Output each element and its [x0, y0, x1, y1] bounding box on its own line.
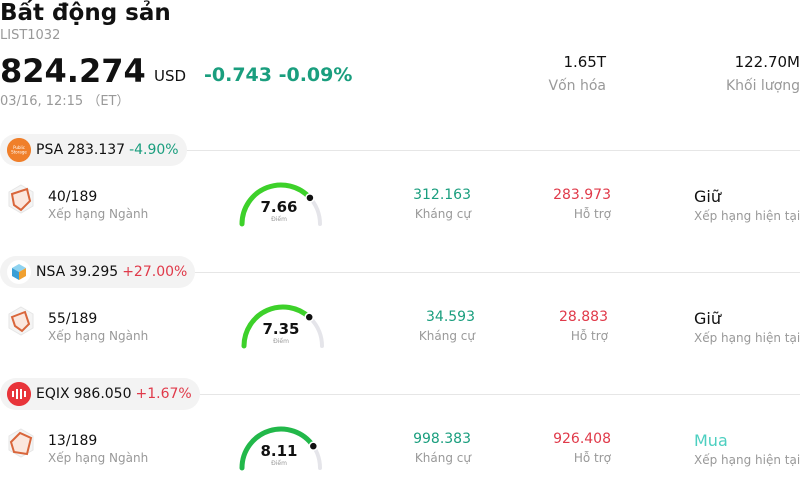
industry-rank-label: Xếp hạng Ngành [48, 451, 149, 465]
industry-rank-label: Xếp hạng Ngành [48, 329, 149, 343]
support-value: 283.973 [553, 187, 611, 203]
volume-value: 122.70M [734, 53, 800, 71]
industry-rank: 13/189 [48, 433, 98, 449]
support-label: Hỗ trợ [570, 329, 608, 343]
gauge-arc [241, 304, 324, 349]
industry-rank-label: Xếp hạng Ngành [48, 207, 149, 221]
volume-label: Khối lượng [725, 78, 800, 94]
stock-chip-nsa[interactable]: NSA 39.295 +27.00% [0, 256, 196, 288]
resistance-value: 998.383 [413, 431, 471, 447]
score-value: 8.11 [260, 442, 298, 460]
stock-symbol: NSA [36, 264, 66, 280]
score-gauge: 8.11 Điểm [238, 422, 328, 472]
divider [200, 394, 800, 395]
stock-symbol: PSA [36, 142, 64, 158]
gauge-arc [239, 182, 322, 227]
rating-label: Xếp hạng hiện tại [694, 331, 800, 345]
stock-change: +1.67% [135, 386, 192, 402]
page-title: Bất động sản [0, 0, 171, 26]
svg-text:Storage: Storage [11, 150, 27, 155]
stock-price: 986.050 [73, 386, 132, 402]
resistance-label: Kháng cự [418, 329, 475, 343]
stock-symbol: EQIX [36, 386, 70, 402]
stock-change: +27.00% [122, 264, 188, 280]
score-gauge: 7.35 Điểm [240, 300, 330, 350]
public-storage-logo-icon: Public Storage [7, 138, 31, 162]
market-cap-label: Vốn hóa [548, 78, 606, 94]
stock-price: 283.137 [67, 142, 126, 158]
currency-label: USD [154, 67, 187, 85]
stock-chip-psa[interactable]: Public Storage PSA 283.137 -4.90% [0, 134, 187, 166]
support-value: 28.883 [559, 309, 608, 325]
equinix-logo-icon [7, 382, 31, 406]
index-price: 824.274 [0, 52, 146, 90]
rating-value: Giữ [694, 309, 721, 328]
stock-chip-eqix[interactable]: EQIX 986.050 +1.67% [0, 378, 200, 410]
timestamp: 03/16, 12:15 （ET） [0, 94, 130, 109]
industry-rank: 55/189 [48, 311, 98, 327]
score-value: 7.35 [262, 320, 300, 338]
industry-rank-icon [8, 428, 34, 458]
divider [186, 150, 800, 151]
stock-section-psa: Public Storage PSA 283.137 -4.90% 40/189 … [0, 134, 800, 254]
resistance-label: Kháng cự [414, 207, 471, 221]
list-code: LIST1032 [0, 28, 61, 43]
stock-change: -4.90% [129, 142, 179, 158]
rating-label: Xếp hạng hiện tại [694, 453, 800, 467]
stock-price: 39.295 [69, 264, 119, 280]
industry-rank-icon [8, 306, 34, 336]
rating-label: Xếp hạng hiện tại [694, 209, 800, 223]
support-value: 926.408 [553, 431, 611, 447]
support-label: Hỗ trợ [573, 451, 611, 465]
resistance-label: Kháng cự [414, 451, 471, 465]
resistance-value: 34.593 [426, 309, 475, 325]
score-label: Điểm [273, 338, 289, 345]
gauge-arc [239, 426, 322, 471]
support-label: Hỗ trợ [573, 207, 611, 221]
stock-section-nsa: NSA 39.295 +27.00% 55/189 Xếp hạng Ngành… [0, 256, 800, 376]
score-gauge: 7.66 Điểm [238, 178, 328, 228]
industry-rank-icon [8, 184, 34, 214]
svg-text:Public: Public [13, 145, 25, 150]
score-label: Điểm [271, 216, 287, 223]
score-value: 7.66 [260, 198, 298, 216]
resistance-value: 312.163 [413, 187, 471, 203]
market-cap-value: 1.65T [563, 53, 606, 71]
rating-value: Mua [694, 431, 728, 450]
nsa-cube-logo-icon [7, 260, 31, 284]
stock-section-eqix: EQIX 986.050 +1.67% 13/189 Xếp hạng Ngàn… [0, 378, 800, 488]
industry-rank: 40/189 [48, 189, 98, 205]
score-label: Điểm [271, 460, 287, 467]
rating-value: Giữ [694, 187, 721, 206]
divider [194, 272, 800, 273]
index-change: -0.743 -0.09% [204, 64, 353, 86]
